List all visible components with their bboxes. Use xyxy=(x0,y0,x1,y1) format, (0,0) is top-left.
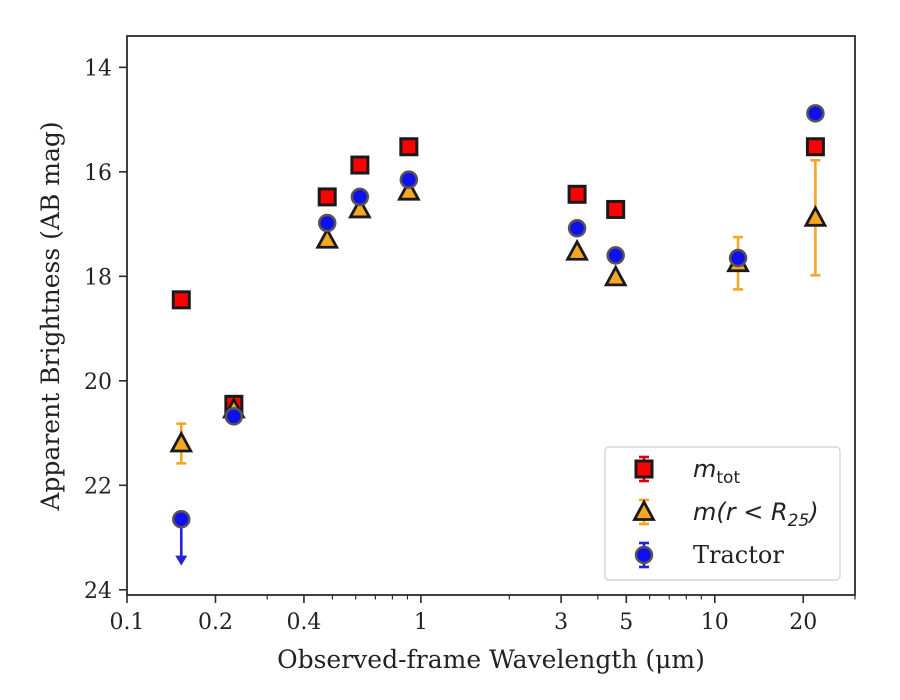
data-point xyxy=(399,137,419,157)
data-point xyxy=(317,187,337,207)
y-axis-label: Apparent Brightness (AB mag) xyxy=(36,121,65,511)
data-point xyxy=(606,199,626,219)
series-circle xyxy=(172,104,825,566)
data-point xyxy=(399,170,419,189)
legend-marker xyxy=(632,499,656,521)
legend-box xyxy=(604,446,841,581)
x-tick-label: 0.1 xyxy=(110,610,145,635)
data-point xyxy=(567,219,587,238)
data-point xyxy=(224,407,244,426)
data-point xyxy=(728,248,748,268)
data-point xyxy=(172,509,191,529)
x-axis-label: Observed-frame Wavelength (μm) xyxy=(277,645,705,674)
legend-label: mtot xyxy=(693,455,740,488)
legend-entry: m(r < R25) xyxy=(632,498,819,531)
y-tick-label: 22 xyxy=(84,474,112,499)
data-point xyxy=(350,155,370,175)
data-point xyxy=(315,226,340,249)
series-square xyxy=(171,137,825,414)
x-tick-label: 1 xyxy=(414,610,428,635)
data-point xyxy=(606,246,625,265)
data-point xyxy=(396,178,421,201)
x-tick-label: 0.2 xyxy=(198,610,233,635)
legend-marker xyxy=(634,545,654,565)
plot-frame xyxy=(126,35,856,596)
data-point xyxy=(805,137,825,157)
y-tick-label: 16 xyxy=(84,161,112,186)
legend-entry: mtot xyxy=(634,455,740,488)
legend: mtot m(r < R25) Tractor xyxy=(604,446,841,581)
data-point xyxy=(350,187,370,207)
x-tick-label: 10 xyxy=(701,610,729,635)
y-tick-label: 18 xyxy=(84,265,112,290)
y-tick-label: 14 xyxy=(84,56,112,81)
data-point xyxy=(603,264,628,287)
legend-entry: Tractor xyxy=(634,541,784,569)
legend-marker xyxy=(634,459,654,479)
legend-label: m(r < R25) xyxy=(693,498,819,531)
legend-label: Tractor xyxy=(693,541,784,569)
x-tick-label: 3 xyxy=(554,610,568,635)
y-tick-label: 24 xyxy=(84,579,112,604)
x-tick-label: 0.4 xyxy=(286,610,321,635)
upper-limit-arrow-head xyxy=(175,555,188,566)
data-point xyxy=(567,184,587,204)
x-tick-label: 5 xyxy=(619,610,633,635)
x-tick-label: 20 xyxy=(789,610,817,635)
data-point xyxy=(565,238,589,261)
data-point xyxy=(171,290,191,310)
data-point xyxy=(169,430,194,453)
data-point xyxy=(803,204,828,227)
y-tick-label: 20 xyxy=(84,370,112,395)
data-point xyxy=(317,213,337,233)
data-point xyxy=(348,196,372,219)
data-point xyxy=(806,104,825,123)
